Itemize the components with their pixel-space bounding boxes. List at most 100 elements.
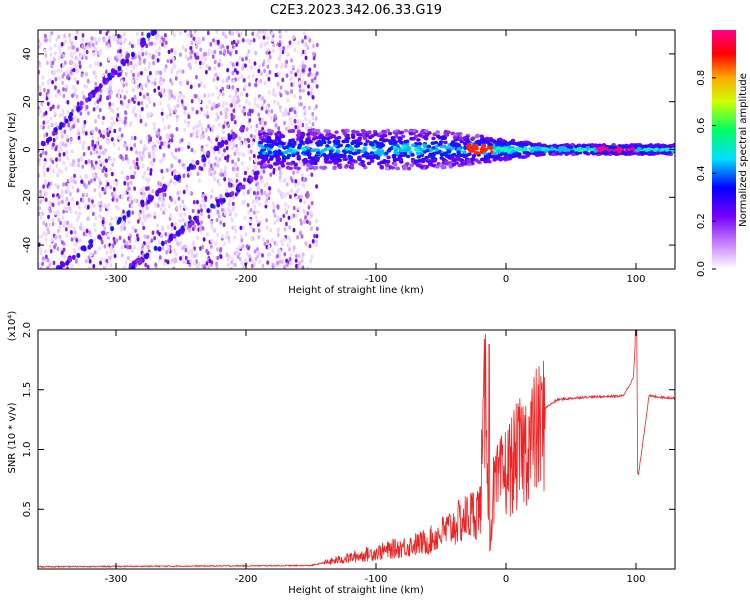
spectrogram-cell — [256, 190, 260, 196]
spectrogram-cell — [315, 226, 319, 232]
spectrogram-cell — [250, 170, 254, 175]
spectrogram-band-cell — [662, 151, 667, 155]
spectrogram-track-cell — [126, 210, 131, 216]
spectrogram-cell — [110, 171, 114, 177]
spectrogram-cell — [200, 211, 203, 217]
spectrogram-cell — [182, 204, 186, 209]
spectrogram-cell — [60, 42, 64, 47]
spectrogram-band-cell — [456, 143, 461, 147]
colorbar-tick-label: 0.8 — [696, 70, 707, 86]
spectrogram-band-cell — [346, 136, 351, 140]
spectrogram-cell — [41, 150, 45, 155]
spectrogram-cell — [87, 180, 91, 185]
spectrogram-cell — [98, 165, 102, 171]
spectrogram-cell — [45, 60, 49, 66]
spectrogram-cell — [65, 181, 68, 187]
spectrogram-cell — [221, 31, 225, 36]
spectrogram-cell — [292, 205, 296, 211]
spectrogram-x-tick-label: -100 — [365, 274, 388, 285]
spectrogram-band-cell — [441, 165, 446, 170]
spectrogram-band-cell — [452, 135, 458, 140]
spectrogram-cell — [158, 91, 162, 97]
spectrogram-band-cell — [378, 152, 383, 156]
spectrogram-cell — [273, 213, 277, 218]
spectrogram-cell — [98, 213, 101, 219]
spectrogram-band-cell — [603, 150, 608, 154]
spectrogram-band-cell — [296, 130, 302, 135]
spectrogram-band-cell — [665, 147, 671, 152]
spectrogram-cell — [170, 222, 174, 227]
spectrogram-cell — [254, 256, 258, 262]
spectrogram-cell — [201, 61, 205, 66]
spectrogram-cell — [267, 90, 271, 95]
spectrogram-cell — [197, 209, 201, 214]
spectrogram-cell — [253, 97, 257, 102]
spectrogram-cell — [51, 202, 55, 208]
spectrogram-band-cell — [278, 161, 283, 165]
spectrogram-cell — [94, 61, 98, 66]
spectrogram-cell — [131, 97, 134, 102]
spectrogram-cell — [299, 122, 303, 128]
spectrogram-cell — [54, 210, 58, 216]
spectrogram-cell — [79, 222, 83, 227]
spectrogram-cell — [248, 58, 251, 64]
spectrogram-cell — [38, 143, 41, 149]
spectrogram-band-cell — [435, 150, 440, 155]
spectrogram-cell — [78, 139, 82, 144]
spectrogram-cell — [118, 117, 122, 122]
spectrogram-cell — [224, 155, 227, 161]
spectrogram-band-cell — [405, 161, 410, 166]
spectrogram-cell — [175, 205, 179, 211]
spectrogram-track-cell — [176, 231, 181, 237]
spectrogram-cell — [174, 76, 178, 81]
spectrogram-cell — [263, 121, 267, 126]
spectrogram-cell — [273, 113, 277, 119]
spectrogram-band-cell — [496, 149, 501, 154]
spectrogram-cell — [131, 174, 135, 180]
spectrogram-cell — [290, 58, 293, 63]
spectrogram-band-cell — [503, 146, 509, 151]
spectrogram-cell — [212, 227, 216, 232]
spectrogram-band-cell — [479, 134, 484, 139]
spectrogram-cell — [306, 35, 310, 41]
spectrogram-cell — [304, 215, 307, 220]
spectrogram-cell — [46, 88, 50, 94]
spectrogram-cell — [292, 227, 296, 233]
spectrogram-cell — [294, 258, 298, 263]
spectrogram-cell — [72, 124, 76, 129]
spectrogram-cell — [83, 104, 86, 110]
spectrogram-cell — [99, 48, 103, 54]
spectrogram-cell — [145, 80, 149, 85]
spectrogram-cell — [99, 260, 102, 265]
spectrogram-band-cell — [344, 147, 349, 151]
spectrogram-cell — [79, 175, 83, 180]
spectrogram-cell — [208, 258, 212, 264]
spectrogram-cell — [218, 91, 222, 97]
spectrogram-cell — [211, 92, 215, 97]
spectrogram-cell — [184, 260, 187, 265]
spectrogram-cell — [296, 68, 300, 74]
spectrogram-cell — [301, 252, 305, 257]
spectrogram-cell — [262, 169, 266, 174]
spectrogram-track-cell — [216, 202, 221, 208]
spectrogram-y-tick-label: 40 — [22, 48, 33, 61]
spectrogram-cell — [284, 141, 288, 146]
spectrogram-band-cell — [366, 130, 372, 135]
spectrogram-cell — [202, 202, 206, 208]
spectrogram-cell — [41, 261, 44, 267]
spectrogram-cell — [247, 49, 251, 54]
spectrogram-band-cell — [341, 139, 346, 144]
spectrogram-cell — [250, 236, 254, 242]
spectrogram-band-cell — [563, 148, 568, 153]
spectrogram-cell — [51, 104, 55, 109]
spectrogram-cell — [133, 143, 137, 148]
spectrogram-cell — [227, 239, 231, 244]
spectrogram-cell — [291, 64, 295, 70]
spectrogram-cell — [211, 50, 215, 55]
spectrogram-cell — [302, 49, 305, 55]
spectrogram-cell — [260, 71, 263, 76]
spectrogram-cell — [303, 80, 307, 86]
spectrogram-band-cell — [337, 165, 343, 169]
spectrogram-cell — [221, 79, 225, 84]
spectrogram-cell — [173, 199, 177, 205]
